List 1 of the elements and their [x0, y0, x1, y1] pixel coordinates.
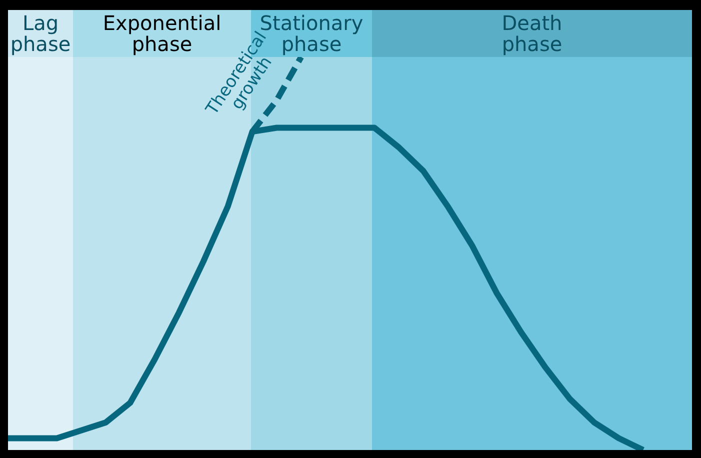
text: Death phase	[502, 10, 562, 56]
